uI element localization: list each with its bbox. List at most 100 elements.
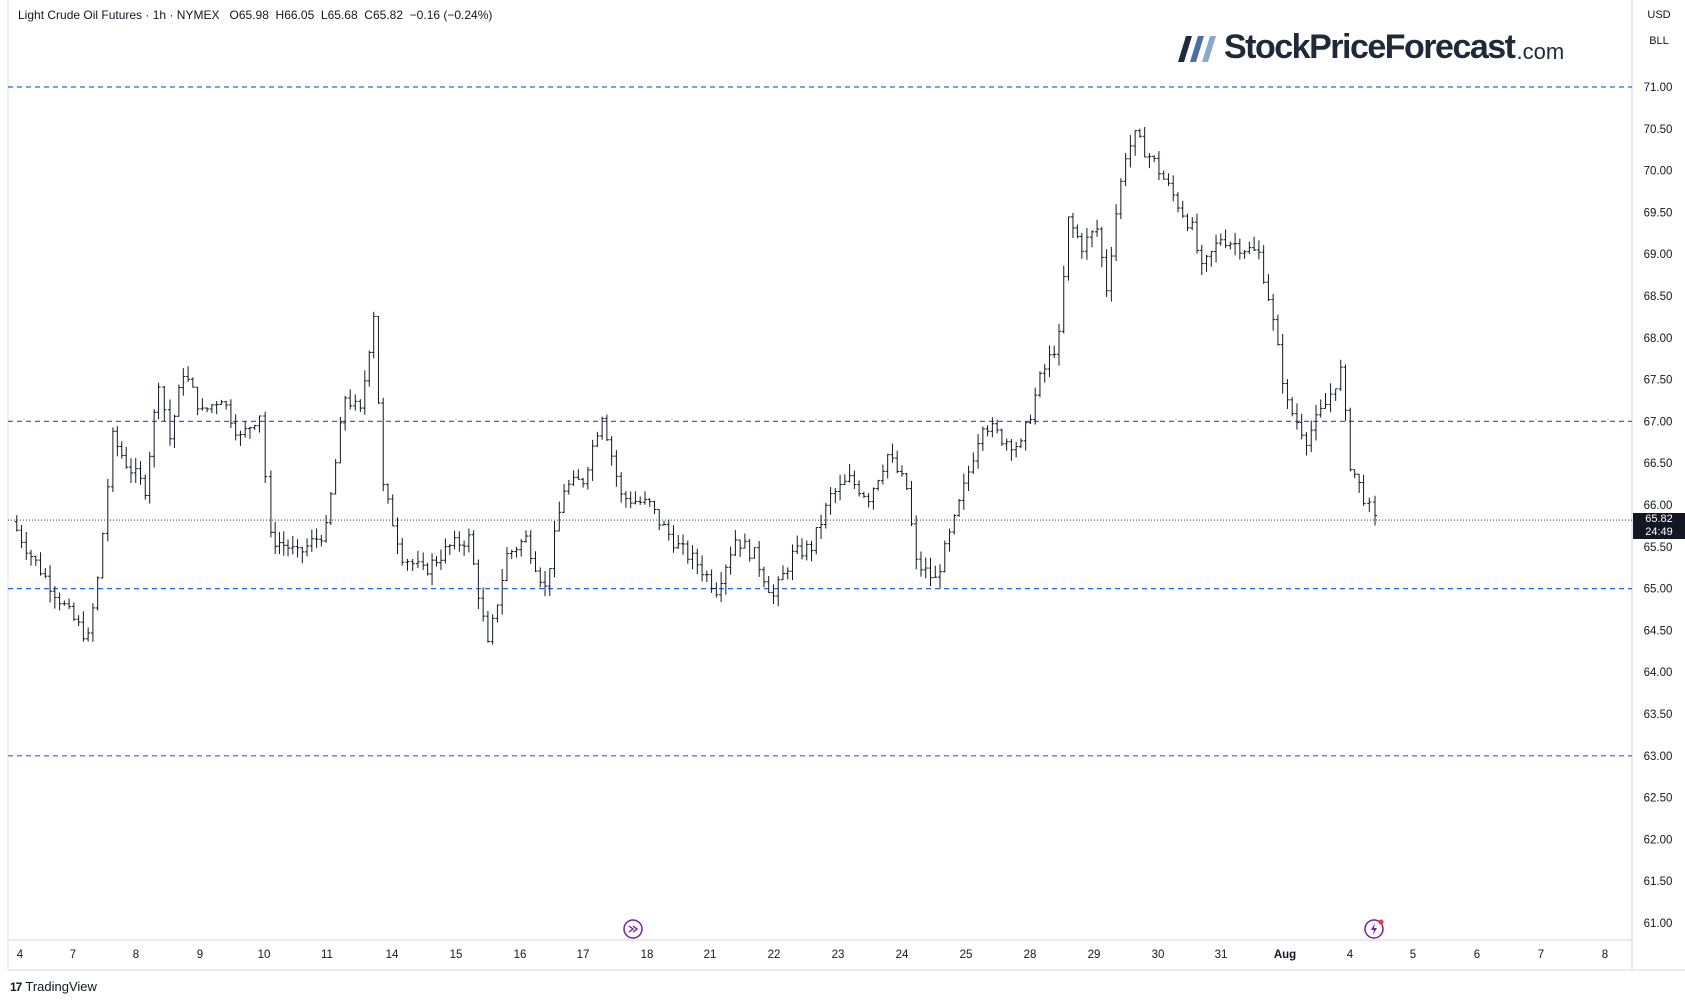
time-tick-label: 11 [321,949,333,961]
ohlc-bar [838,474,843,501]
ohlc-bar [1214,234,1219,263]
ohlc-bar [809,540,814,562]
ohlc-bar [1280,333,1285,394]
ohlc-bar [1095,219,1100,237]
ohlc-bar [152,409,157,468]
ohlc-bar [415,550,420,569]
brand-logo: StockPriceForecast .com [1176,30,1564,64]
ohlc-bar [1075,224,1080,239]
tradingview-logo[interactable]: 17 TradingView [10,979,97,994]
ohlc-bar [880,464,885,485]
ohlc-bar [690,545,695,570]
ohlc-bar [804,540,809,561]
ohlc-bar [590,439,595,481]
ohlc-bar [358,399,363,413]
time-tick-label: 29 [1088,949,1101,961]
ohlc-bar [1171,175,1176,202]
ohlc-bar [909,480,914,527]
ohlc-bar [604,414,609,441]
ohlc-bar [1367,497,1372,512]
ohlc-bar [205,407,210,413]
price-tick-label: 67.50 [1644,375,1673,387]
ohlc-bar [1309,420,1314,453]
ohlc-bar [1166,173,1171,187]
ohlc-bar [523,530,528,543]
ohlc-bar [425,562,430,576]
ohlc-bar [952,514,957,535]
time-tick-label: 24 [896,949,909,961]
ohlc-bar [985,425,990,437]
ohlc-bar [1137,128,1142,138]
ohlc-bar [552,521,557,578]
ohlc-bar [367,350,372,387]
ohlc-bar [143,474,148,500]
ohlc-bar [1084,228,1089,260]
ohlc-bar [381,397,386,492]
ohlc-bar [263,411,268,483]
ohlc-bar [128,458,133,483]
price-tick-label: 68.50 [1644,291,1673,303]
ohlc-bar [638,496,643,505]
price-tick-label: 65.00 [1644,584,1673,596]
ohlc-bar [666,519,671,541]
unit-label[interactable]: BLL [1649,35,1669,47]
ohlc-bar [162,385,167,422]
ohlc-bar [857,480,862,497]
ohlc-bar [757,541,762,577]
ohlc-bar [652,500,657,515]
ohlc-bar [1142,127,1147,158]
ohlc-bar [876,479,881,491]
last-price-value: 65.82 [1645,513,1673,525]
ohlc-bar [252,424,257,430]
ohlc-bar [1313,404,1318,441]
price-tick-label: 66.00 [1644,500,1673,512]
ohlc-bar [899,465,904,477]
ohlc-bar [904,472,909,490]
ohlc-bar [376,315,381,404]
ohlc-bar [861,491,866,499]
ohlc-bar [14,515,19,532]
ohlc-bar [795,535,800,554]
ohlc-bar [1070,212,1075,239]
change-value: −0.16 (−0.24%) [409,8,493,22]
ohlc-bar [233,414,238,441]
ohlc-bar [119,441,124,459]
ohlc-bar [657,508,662,531]
currency-label[interactable]: USD [1647,9,1671,21]
ohlc-bar [685,540,690,564]
ohlc-bar [581,477,586,488]
ohlc-bar [124,446,129,469]
lightning-circle-icon[interactable] [1364,919,1384,939]
ohlc-bar [224,400,229,410]
ohlc-bar [209,404,214,414]
ohlc-bar [966,465,971,492]
ohlc-bar [1256,240,1261,260]
ohlc-bar [1318,399,1323,418]
ohlc-bar [1147,153,1152,169]
ohlc-bar [1190,217,1195,230]
symbol-header[interactable]: Light Crude Oil Futures · 1h · NYMEX O65… [18,8,493,22]
ohlc-bar [961,473,966,510]
ohlc-bar [348,389,353,410]
ohlc-bar [914,515,919,570]
ohlc-bar [990,417,995,438]
ohlc-bar [828,487,833,515]
ohlc-bar [443,538,448,564]
ohlc-bar [1047,345,1052,378]
time-tick-label: 4 [1347,949,1354,961]
ohlc-bar [533,551,538,573]
ohlc-bar [309,529,314,552]
ohlc-bar [1042,364,1047,383]
price-tick-label: 66.50 [1644,458,1673,470]
price-tick-label: 69.50 [1644,207,1673,219]
arrow-circle-icon[interactable] [623,919,643,939]
ohlc-bar [481,587,486,622]
ohlc-bar [1204,254,1209,272]
time-tick-label: Aug [1274,949,1296,961]
time-tick-label: 10 [258,949,271,961]
ohlc-bar [1099,226,1104,268]
ohlc-bar [1328,383,1333,413]
time-tick-label: 8 [133,949,139,961]
